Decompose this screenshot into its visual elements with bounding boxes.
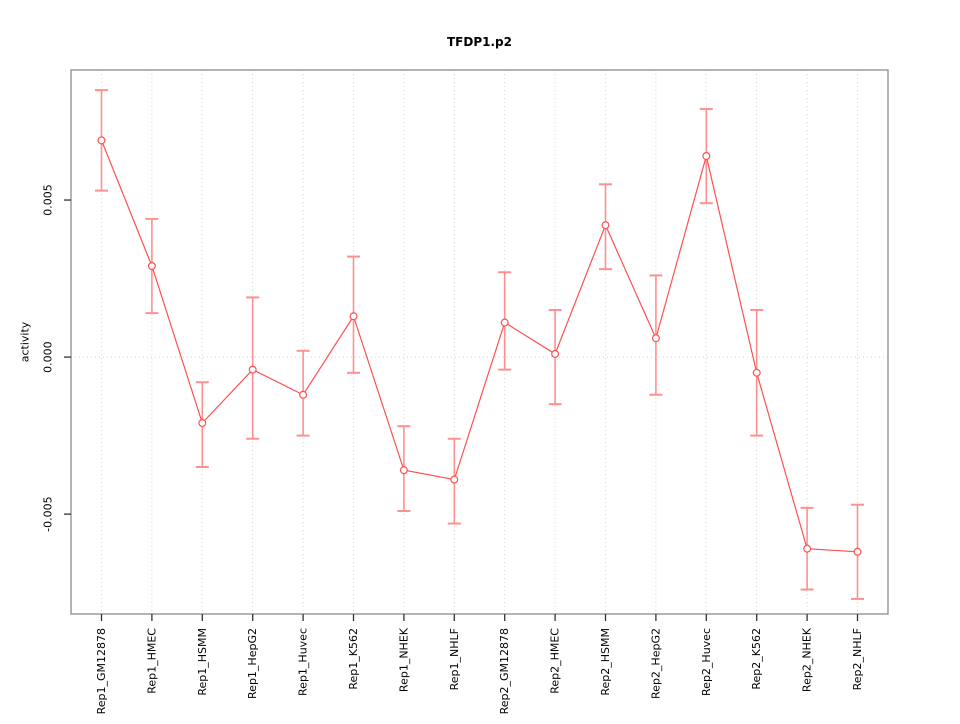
x-tick-label: Rep2_GM12878 bbox=[498, 628, 511, 714]
data-point bbox=[248, 365, 257, 374]
data-point bbox=[450, 475, 459, 484]
data-point bbox=[198, 419, 207, 428]
data-point bbox=[803, 544, 812, 553]
data-point bbox=[651, 334, 660, 343]
x-tick-label: Rep2_HMEC bbox=[549, 628, 562, 694]
x-tick-label: Rep1_GM12878 bbox=[95, 628, 108, 714]
x-tick-label: Rep2_HSMM bbox=[599, 628, 612, 696]
x-tick-label: Rep1_K562 bbox=[347, 628, 360, 690]
x-tick-label: Rep1_HMEC bbox=[145, 628, 158, 694]
x-tick-label: Rep2_HepG2 bbox=[649, 628, 662, 699]
data-point bbox=[500, 318, 509, 327]
data-point bbox=[752, 368, 761, 377]
data-point bbox=[97, 136, 106, 145]
chart-title: TFDP1.p2 bbox=[447, 35, 512, 49]
y-tick-label: 0.000 bbox=[42, 341, 55, 373]
x-tick-label: Rep2_Huvec bbox=[700, 628, 713, 696]
data-point bbox=[853, 547, 862, 556]
x-tick-label: Rep1_NHLF bbox=[448, 628, 461, 690]
x-tick-label: Rep1_NHEK bbox=[397, 627, 410, 692]
x-tick-label: Rep1_HepG2 bbox=[246, 628, 259, 699]
data-point bbox=[551, 349, 560, 358]
data-point bbox=[399, 466, 408, 475]
x-tick-label: Rep1_HSMM bbox=[196, 628, 209, 696]
y-tick-label: -0.005 bbox=[42, 496, 55, 531]
x-tick-label: Rep2_K562 bbox=[750, 628, 763, 690]
data-point bbox=[147, 261, 156, 270]
y-axis-label: activity bbox=[19, 321, 32, 362]
data-point bbox=[702, 152, 711, 161]
y-tick-label: 0.005 bbox=[42, 184, 55, 216]
data-point bbox=[299, 390, 308, 399]
x-tick-label: Rep2_NHLF bbox=[851, 628, 864, 690]
plot-border bbox=[70, 69, 889, 615]
data-point bbox=[601, 221, 610, 230]
x-tick-label: Rep2_NHEK bbox=[801, 627, 814, 692]
data-point bbox=[349, 312, 358, 321]
x-tick-label: Rep1_Huvec bbox=[297, 628, 310, 696]
data-line bbox=[100, 140, 858, 553]
